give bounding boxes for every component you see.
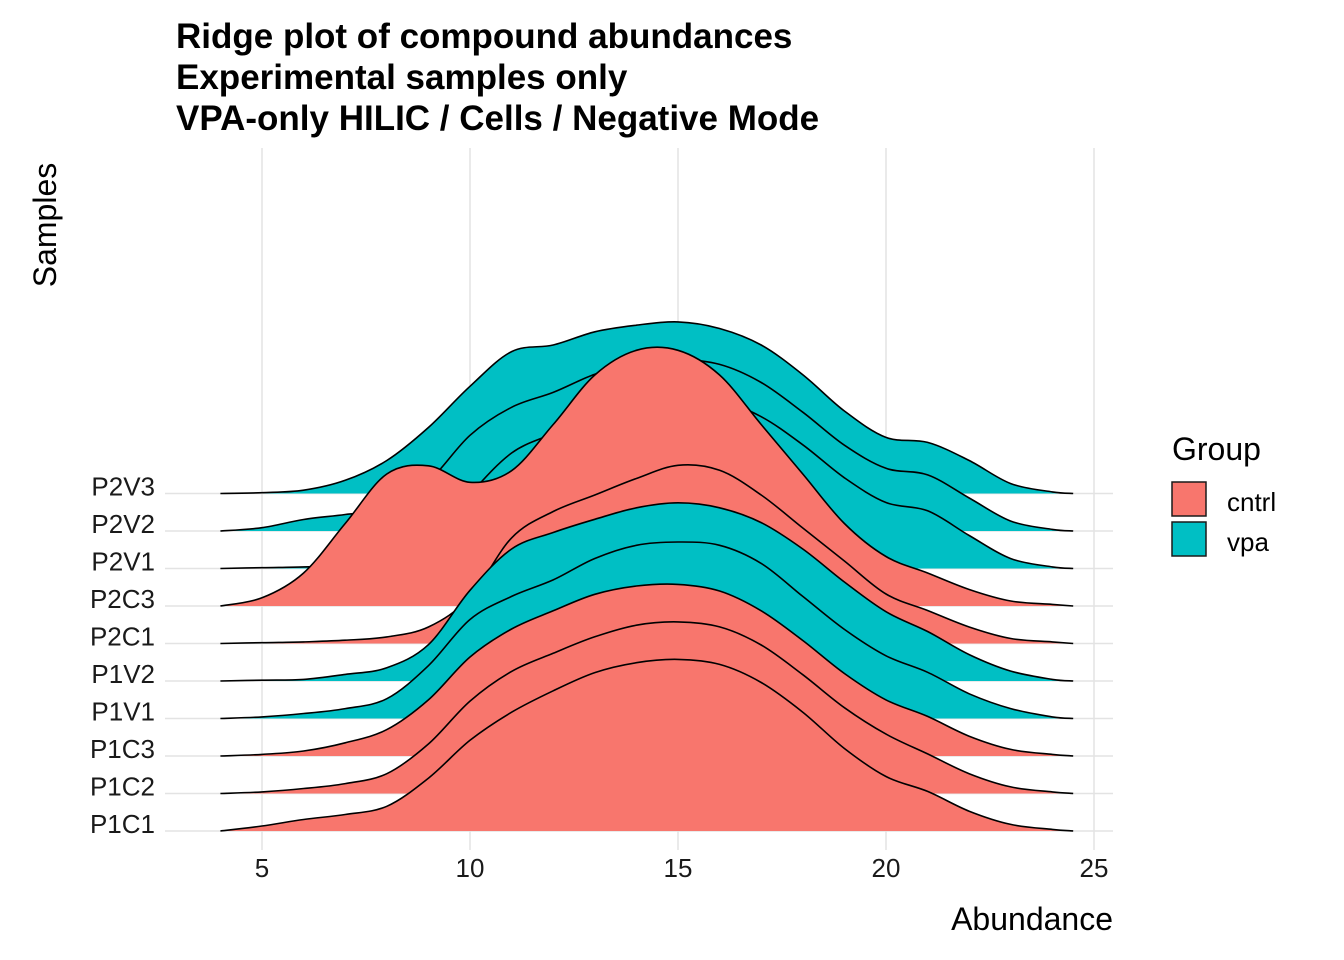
ridge-outline-p2c1 bbox=[220, 463, 1074, 645]
x-axis-label: Abundance bbox=[951, 901, 1113, 937]
y-axis-ticks: P1C1 P1C2 P1C3 P1V1 P1V2 P2C1 P2C3 P2V1 P2V2 P2V3 bbox=[90, 472, 155, 840]
ridge-outline-p1c1 bbox=[220, 658, 1074, 832]
x-tick-label: 5 bbox=[255, 853, 269, 883]
y-tick-label: P1V2 bbox=[91, 659, 155, 689]
ridge-outline-p2v3 bbox=[220, 320, 1074, 495]
x-tick-label: 15 bbox=[664, 853, 693, 883]
legend-swatch-vpa bbox=[1171, 521, 1207, 557]
legend: Group cntrl vpa bbox=[1171, 431, 1276, 557]
ridge-outline-p2c3 bbox=[220, 346, 1074, 607]
legend-swatch-cntrl bbox=[1171, 481, 1207, 517]
ridges bbox=[220, 320, 1074, 832]
x-axis-ticks: 5 10 15 20 25 bbox=[255, 853, 1109, 883]
legend-item-cntrl: cntrl bbox=[1171, 481, 1276, 517]
x-tick-label: 25 bbox=[1080, 853, 1109, 883]
ridge-outline-p1v1 bbox=[220, 541, 1074, 720]
ridge-outline-p1v2 bbox=[220, 501, 1074, 682]
ridge-outline-p1c2 bbox=[220, 621, 1074, 795]
legend-label-cntrl: cntrl bbox=[1227, 487, 1276, 517]
y-tick-label: P2V1 bbox=[91, 547, 155, 577]
ridge-outline-p1c3 bbox=[220, 583, 1074, 757]
chart-title: Ridge plot of compound abundances Experi… bbox=[176, 17, 819, 138]
title-line-1: Ridge plot of compound abundances bbox=[176, 17, 792, 56]
title-line-3: VPA-only HILIC / Cells / Negative Mode bbox=[176, 99, 819, 138]
y-tick-label: P2C3 bbox=[90, 584, 155, 614]
y-tick-label: P1V1 bbox=[91, 697, 155, 727]
legend-item-vpa: vpa bbox=[1171, 521, 1269, 557]
title-line-2: Experimental samples only bbox=[176, 58, 628, 97]
y-tick-label: P1C1 bbox=[90, 809, 155, 839]
ridge-p1c1 bbox=[220, 658, 1074, 832]
y-tick-label: P1C3 bbox=[90, 734, 155, 764]
y-tick-label: P2C1 bbox=[90, 622, 155, 652]
x-tick-label: 20 bbox=[872, 853, 901, 883]
legend-title: Group bbox=[1172, 431, 1261, 467]
y-tick-label: P2V2 bbox=[91, 509, 155, 539]
y-axis-label: Samples bbox=[27, 163, 63, 288]
y-tick-label: P2V3 bbox=[91, 472, 155, 502]
y-tick-label: P1C2 bbox=[90, 772, 155, 802]
x-tick-label: 10 bbox=[456, 853, 485, 883]
ridge-area-p1c1 bbox=[220, 659, 1074, 831]
legend-label-vpa: vpa bbox=[1227, 527, 1269, 557]
